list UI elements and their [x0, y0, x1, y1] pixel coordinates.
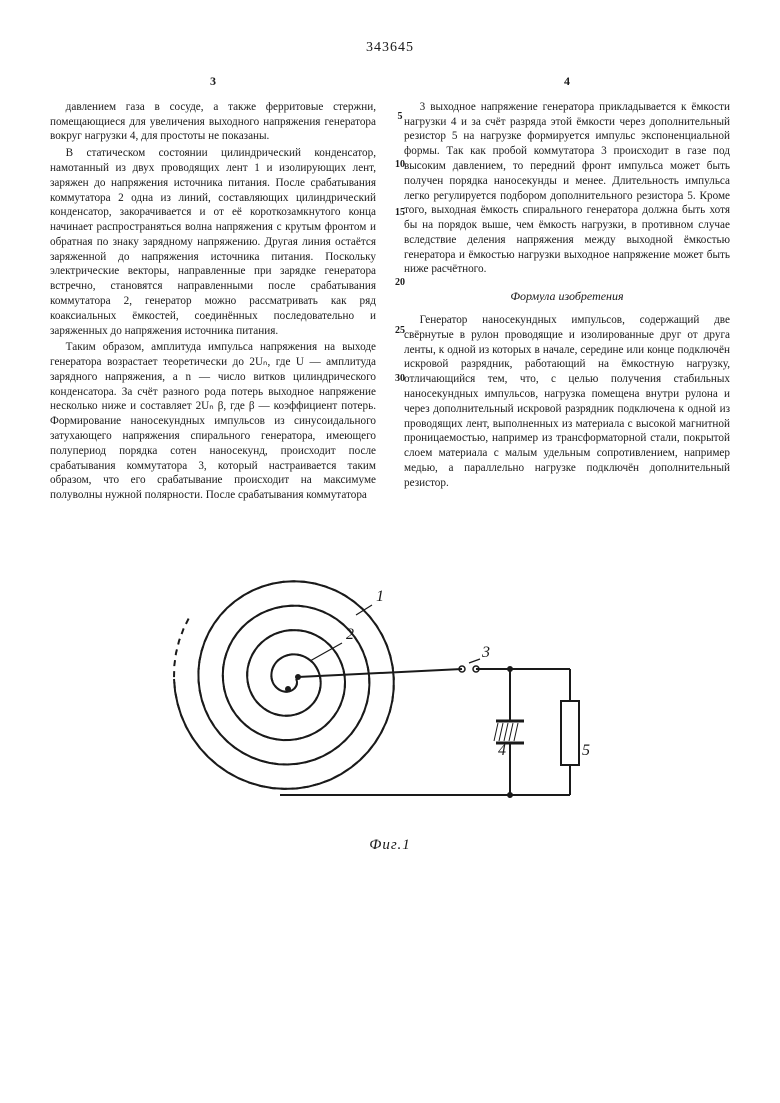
svg-text:2: 2 [346, 626, 354, 643]
line-number: 20 [390, 278, 410, 288]
figure-caption: Фиг.1 [50, 837, 730, 854]
paragraph: давлением газа в сосуде, а также феррито… [50, 100, 376, 144]
patent-number: 343645 [50, 40, 730, 56]
svg-text:1: 1 [376, 588, 384, 605]
paragraph: В статическом состоянии цилиндрический к… [50, 146, 376, 338]
col-number-left: 3 [50, 74, 376, 90]
claim-title: Формула изобретения [404, 289, 730, 305]
svg-text:5: 5 [582, 742, 590, 759]
line-number: 5 [390, 112, 410, 122]
col-number-right: 4 [404, 74, 730, 90]
text-columns: 3 давлением газа в сосуде, а также ферри… [50, 74, 730, 505]
line-number: 25 [390, 326, 410, 336]
line-number: 10 [390, 160, 410, 170]
figure-svg: 1 2 3 4 5 [150, 529, 630, 829]
claim-text: Генератор наносекундных импульсов, содер… [404, 313, 730, 490]
paragraph: Таким образом, амплитуда импульса напряж… [50, 340, 376, 503]
right-column: 4 3 выходное напряжение генератора прикл… [404, 74, 730, 505]
left-column: 3 давлением газа в сосуде, а также ферри… [50, 74, 376, 505]
line-number: 30 [390, 374, 410, 384]
line-number: 15 [390, 208, 410, 218]
paragraph: 3 выходное напряжение генератора приклад… [404, 100, 730, 277]
svg-text:3: 3 [481, 644, 490, 661]
figure-1: 1 2 3 4 5 Фиг.1 [50, 529, 730, 854]
svg-text:4: 4 [498, 742, 506, 759]
